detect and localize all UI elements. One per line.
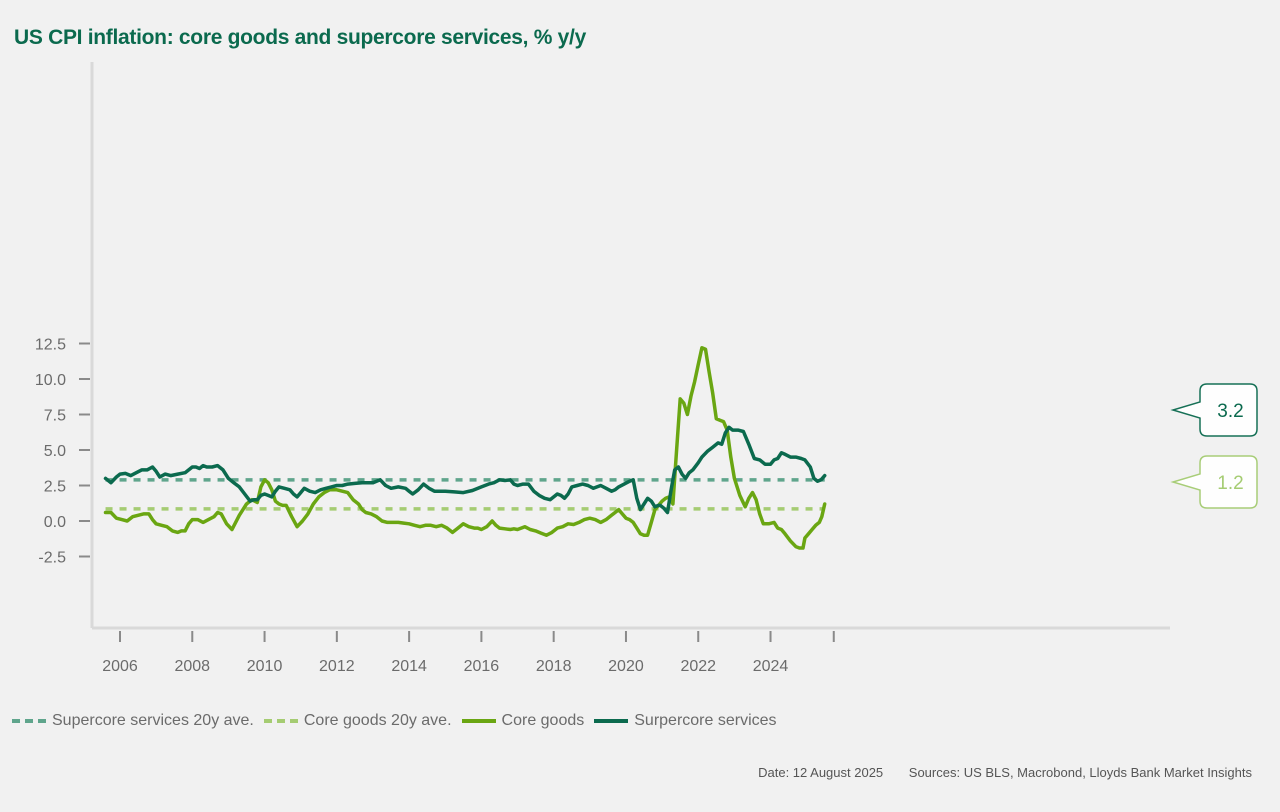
legend-swatch-supercore-avg: [12, 719, 46, 723]
x-axis-ticks: 2006 2008 2010 2012 2014 2016 2018 2020 2022 2024: [102, 631, 835, 675]
core-goods-line: [103, 346, 827, 550]
footer-sources: Sources: US BLS, Macrobond, Lloyds Bank …: [908, 765, 1252, 780]
x-tick-label: 2010: [247, 658, 283, 675]
y-tick-label: 10.0: [35, 372, 66, 389]
y-axis-ticks: -2.5 0.0 2.5 5.0 7.5 10.0 12.5: [35, 337, 90, 567]
y-tick-label: 7.5: [44, 408, 66, 425]
legend-swatch-supercore: [594, 719, 629, 723]
legend-swatch-core-goods-avg: [263, 719, 298, 723]
end-value-callouts: 3.2 1.2: [1170, 383, 1258, 509]
supercore-services-line: [103, 425, 827, 515]
legend-item-supercore[interactable]: Surpercore services: [594, 712, 777, 730]
supercore-end-callout: 3.2: [1170, 383, 1258, 437]
x-tick-label: 2018: [536, 658, 572, 675]
legend-label-core-goods-avg: Core goods 20y ave.: [303, 712, 452, 729]
callout-box: [1170, 455, 1258, 509]
legend: Supercore services 20y ave. Core goods 2…: [12, 712, 787, 730]
legend-label-supercore-avg: Supercore services 20y ave.: [52, 712, 254, 729]
x-tick-label: 2024: [753, 658, 789, 675]
y-tick-label: 2.5: [44, 479, 66, 496]
y-tick-label: 0.0: [44, 514, 66, 531]
footer-date: Date: 12 August 2025: [758, 765, 884, 780]
x-tick-label: 2020: [608, 658, 644, 675]
core-goods-end-callout: 1.2: [1170, 455, 1258, 509]
x-tick-label: 2014: [391, 658, 427, 675]
legend-swatch-core-goods: [461, 719, 496, 723]
legend-item-core-goods-avg[interactable]: Core goods 20y ave.: [263, 712, 452, 730]
x-tick-label: 2022: [680, 658, 716, 675]
callout-box: [1170, 383, 1258, 437]
y-tick-label: 12.5: [35, 337, 66, 354]
callout-value: 1.2: [1217, 473, 1243, 494]
callout-value: 3.2: [1217, 401, 1243, 422]
y-tick-label: 5.0: [44, 443, 66, 460]
x-tick-label: 2016: [464, 658, 500, 675]
footer: Date: 12 August 2025 Sources: US BLS, Ma…: [736, 765, 1252, 780]
chart-title: US CPI inflation: core goods and superco…: [14, 26, 586, 49]
legend-label-supercore: Surpercore services: [634, 712, 777, 729]
chart-canvas: -2.5 0.0 2.5 5.0 7.5 10.0 12.5 2006 2008 2010 201…: [35, 62, 1258, 675]
legend-item-core-goods[interactable]: Core goods: [461, 712, 585, 730]
y-tick-label: -2.5: [38, 550, 66, 567]
x-tick-label: 2012: [319, 658, 355, 675]
legend-item-supercore-avg[interactable]: Supercore services 20y ave.: [12, 712, 254, 730]
series-lines: [103, 346, 827, 550]
x-tick-label: 2008: [174, 658, 210, 675]
legend-label-core-goods: Core goods: [501, 712, 585, 729]
axes: [90, 62, 1170, 630]
x-tick-label: 2006: [102, 658, 138, 675]
